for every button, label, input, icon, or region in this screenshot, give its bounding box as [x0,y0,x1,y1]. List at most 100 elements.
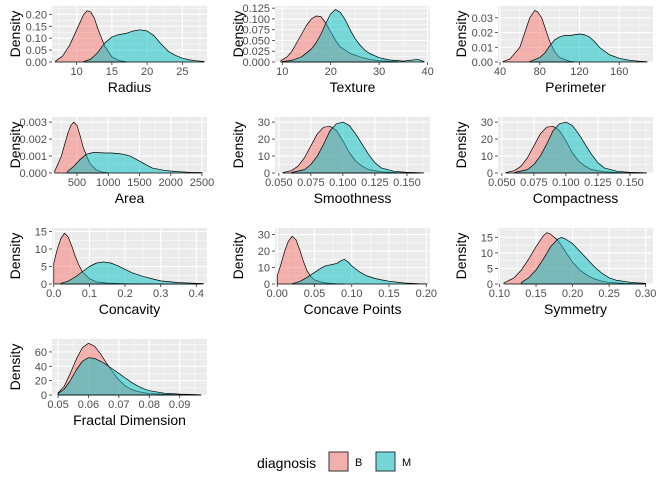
y-tick-label: 0.03 [472,13,493,25]
x-tick-label: 0.06 [78,399,99,411]
y-tick-label: 20 [481,134,493,146]
density-area-m [514,121,647,174]
y-tick-label: 0.00 [472,57,493,69]
x-tick-label: 0.050 [265,177,293,189]
density-area-m [521,236,647,285]
panel-area: 500 1000 1500 2000 2500 0.000 0.001 0.002 0.003 A… [7,117,214,206]
y-tick-label: 60 [35,347,47,359]
y-tick-label: 0.10 [26,33,47,45]
x-tick-label: 80 [534,66,546,78]
x-tick-label: 0.20 [562,288,583,300]
y-tick-label: 30 [258,230,270,242]
x-tick-label: 500 [68,177,86,189]
x-tick-label: 0.1 [82,288,97,300]
x-tick-label: 1000 [96,177,120,189]
x-tick-label: 2000 [159,177,183,189]
x-axis-title: Concave Points [303,301,401,317]
x-tick-label: 0.150 [616,177,644,189]
x-tick-label: 15 [106,66,118,78]
density-area-m [57,357,202,396]
x-tick-label: 0.150 [393,177,421,189]
panel-concave-points: 0.00 0.05 0.10 0.15 0.20 0 10 20 30 Concave Point… [230,228,437,317]
y-tick-label: 0 [41,279,47,291]
panel-compactness: 0.050 0.075 0.100 0.125 0.150 0 10 20 30 Compactn… [453,117,653,206]
density-area-m [291,258,428,285]
y-axis-title: Density [7,122,23,169]
x-tick-label: 0.20 [416,288,437,300]
y-tick-label: 0.15 [26,21,47,33]
y-axis-title: Density [7,233,23,280]
x-tick-label: 30 [373,66,385,78]
y-tick-label: 10 [258,151,270,163]
panel-symmetry: 0.10 0.15 0.20 0.25 0.30 0 5 10 15 Symmetry Densit… [453,228,656,317]
y-tick-label: 0.02 [472,28,493,40]
y-tick-label: 0.100 [242,14,270,26]
legend-title: diagnosis [257,455,316,471]
x-tick-label: 0.125 [584,177,612,189]
density-area-m [60,261,204,285]
density-area-m [529,33,648,63]
density-area-m [67,152,203,174]
y-tick-label: 0 [264,279,270,291]
density-area-m [281,9,425,63]
y-tick-label: 20 [35,376,47,388]
x-axis-title: Texture [330,79,376,95]
x-axis-title: Symmetry [544,301,607,317]
y-tick-label: 0.125 [242,3,270,15]
y-tick-label: 10 [481,248,493,260]
x-tick-label: 0.075 [520,177,548,189]
x-tick-label: 0.4 [189,288,204,300]
panel-radius: 10 15 20 25 0.000.050.100.150.20 Radius Densit… [7,6,207,95]
y-tick-label: 0.002 [19,134,47,146]
y-tick-label: 0.050 [242,35,270,47]
x-tick-label: 40 [421,66,433,78]
y-tick-label: 10 [481,151,493,163]
x-tick-label: 0.3 [153,288,168,300]
y-axis-title: Density [453,233,469,280]
x-axis-title: Area [115,190,145,206]
x-tick-label: 10 [71,66,83,78]
x-tick-label: 25 [176,66,188,78]
panel-smoothness: 0.050 0.075 0.100 0.125 0.150 0 10 20 30 Smoothne… [230,117,430,206]
y-tick-label: 0.20 [26,9,47,21]
x-tick-label: 0.100 [329,177,357,189]
x-tick-label: 0.00 [267,288,288,300]
y-tick-label: 0 [487,279,493,291]
y-tick-label: 30 [258,117,270,129]
y-axis-title: Density [230,122,246,169]
y-tick-label: 20 [258,134,270,146]
x-tick-label: 0.25 [598,288,619,300]
legend-label-m: M [402,457,411,469]
x-axis-title: Fractal Dimension [73,412,186,428]
y-tick-label: 0.001 [19,151,47,163]
legend-key-m [375,451,396,472]
y-tick-label: 15 [481,232,493,244]
y-tick-label: 10 [35,244,47,256]
y-tick-label: 0.01 [472,42,493,54]
x-axis-title: Concavity [99,301,160,317]
x-axis-title: Smoothness [314,190,392,206]
y-axis-title: Density [453,122,469,169]
x-tick-label: 0.15 [525,288,546,300]
y-tick-label: 0.025 [242,46,270,58]
y-tick-label: 15 [35,227,47,239]
x-axis-title: Radius [108,79,152,95]
x-tick-label: 0.125 [361,177,389,189]
y-tick-label: 0 [41,390,47,402]
y-axis-title: Density [230,233,246,280]
y-axis-title: Density [230,11,246,58]
x-tick-label: 0.05 [47,399,68,411]
x-tick-label: 0.07 [108,399,129,411]
x-tick-label: 0.2 [117,288,132,300]
x-tick-label: 160 [610,66,628,78]
x-tick-label: 40 [494,66,506,78]
x-tick-label: 1500 [127,177,151,189]
x-tick-label: 0.0 [46,288,61,300]
x-tick-label: 0.10 [489,288,510,300]
x-tick-label: 0.05 [304,288,325,300]
y-tick-label: 0.000 [242,57,270,69]
y-tick-label: 0.05 [26,45,47,57]
legend: diagnosis B M [257,451,411,472]
